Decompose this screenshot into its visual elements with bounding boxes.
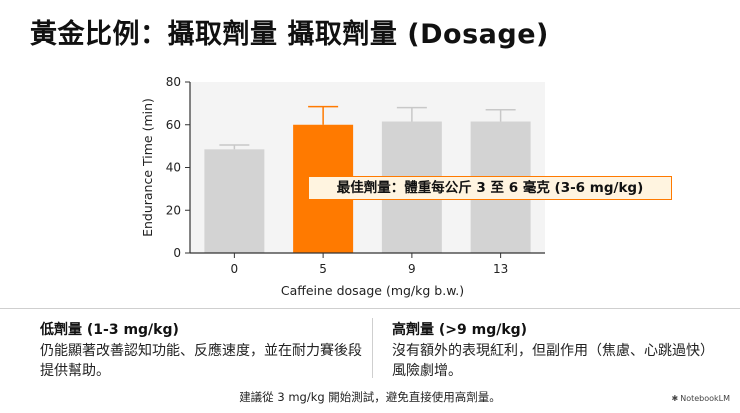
chart-svg: 0 5 9 13 0 20 40 60 80 Caffeine dosage (mg/kg b.w…	[140, 75, 545, 298]
high-dose-body: 沒有額外的表現紅利，但副作用（焦慮、心跳過快）風險劇增。	[392, 343, 714, 379]
bar-0	[204, 149, 265, 253]
footer-recommendation: 建議從 3 mg/kg 開始測試，避免直接使用高劑量。	[239, 390, 501, 404]
x-axis-label: Caffeine dosage (mg/kg b.w.)	[281, 283, 464, 298]
slide-title: 黃金比例：攝取劑量 攝取劑量 (Dosage)	[30, 19, 549, 50]
brand-label: NotebookLM	[680, 394, 730, 403]
section-divider	[0, 308, 740, 309]
x-tick-label-9: 9	[408, 262, 416, 276]
x-tick-label-0: 0	[231, 262, 239, 276]
low-dose-panel: 低劑量 (1-3 mg/kg) 仍能顯著改善認知功能、反應速度，並在耐力賽後段提…	[40, 319, 370, 381]
y-tick-label-60: 60	[166, 118, 181, 132]
high-dose-title: 高劑量 (>9 mg/kg)	[392, 322, 528, 338]
optimal-dose-callout: 最佳劑量：體重每公斤 3 至 6 毫克 (3-6 mg/kg)	[308, 176, 672, 200]
low-dose-title: 低劑量 (1-3 mg/kg)	[40, 322, 179, 338]
y-tick-label-40: 40	[166, 161, 181, 175]
y-tick-label-20: 20	[166, 203, 181, 217]
panel-divider	[372, 318, 373, 378]
y-tick-label-0: 0	[173, 246, 181, 260]
y-axis-label: Endurance Time (min)	[140, 98, 155, 237]
brand-badge: ✱ NotebookLM	[672, 394, 731, 403]
low-dose-body: 仍能顯著改善認知功能、反應速度，並在耐力賽後段提供幫助。	[40, 343, 362, 379]
notebooklm-logo-icon: ✱	[671, 394, 679, 403]
x-tick-label-13: 13	[493, 262, 508, 276]
endurance-bar-chart: 0 5 9 13 0 20 40 60 80 Caffeine dosage (mg/kg b.w…	[140, 75, 545, 298]
x-tick-label-5: 5	[319, 262, 327, 276]
y-tick-label-80: 80	[166, 75, 181, 89]
high-dose-panel: 高劑量 (>9 mg/kg) 沒有額外的表現紅利，但副作用（焦慮、心跳過快）風險…	[392, 319, 722, 381]
